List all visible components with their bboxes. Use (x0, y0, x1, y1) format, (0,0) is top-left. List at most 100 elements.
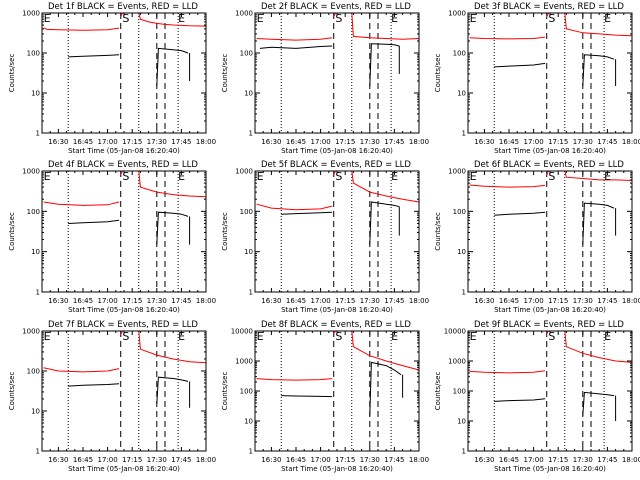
event-marker-label: E (178, 12, 185, 25)
y-tick-label: 100 (240, 208, 253, 216)
series-line (494, 398, 546, 402)
y-tick-label: 1 (36, 130, 40, 138)
x-tick-label: 17:45 (384, 138, 404, 146)
series-line (259, 45, 333, 49)
y-tick-label: 10 (457, 418, 466, 426)
y-tick-label: 100 (27, 368, 40, 376)
y-tick-label: 1000 (235, 358, 253, 366)
x-axis-label: Start Time (05-Jan-08 16:20:40) (494, 465, 606, 473)
x-tick-label: 17:45 (597, 456, 617, 464)
chart-panel: Det 6f BLACK = Events, RED = LLD Counts/s… (434, 160, 640, 314)
chart-title: Det 9f BLACK = Events, RED = LLD (474, 320, 624, 330)
event-marker-label: E (44, 12, 51, 25)
chart-panel: Det 9f BLACK = Events, RED = LLD Counts/s… (434, 320, 640, 473)
y-axis-label: Counts/sec (8, 372, 16, 411)
event-marker-label: S (122, 12, 129, 25)
event-marker-label: E (178, 170, 185, 183)
x-tick-label: 18:00 (409, 138, 429, 146)
plot-frame (254, 12, 420, 134)
chart-title: Det 7f BLACK = Events, RED = LLD (48, 320, 198, 330)
x-tick-label: 17:45 (384, 456, 404, 464)
x-tick-label: 17:30 (573, 297, 593, 305)
series-line (469, 36, 546, 40)
x-tick-label: 17:45 (597, 297, 617, 305)
y-tick-label: 1 (462, 289, 466, 297)
x-tick-label: 16:30 (48, 138, 68, 146)
x-tick-label: 17:15 (548, 297, 568, 305)
y-tick-label: 10 (244, 248, 253, 256)
y-tick-label: 100 (27, 50, 40, 58)
x-tick-label: 17:15 (548, 456, 568, 464)
chart-panel: Det 8f BLACK = Events, RED = LLD Counts/s… (221, 320, 429, 473)
x-tick-label: 17:45 (171, 456, 191, 464)
event-marker-label: S (335, 12, 342, 25)
x-tick-label: 17:15 (122, 456, 142, 464)
y-tick-label: 1 (249, 289, 253, 297)
y-tick-label: 1000 (22, 168, 40, 176)
x-tick-label: 17:30 (573, 138, 593, 146)
event-marker-label: E (391, 330, 398, 343)
event-marker-label: E (391, 12, 398, 25)
x-tick-label: 16:30 (474, 138, 494, 146)
series-line (369, 43, 400, 87)
x-tick-label: 17:00 (98, 456, 118, 464)
x-tick-label: 17:00 (311, 138, 331, 146)
event-marker-label: E (178, 330, 185, 343)
y-tick-label: 100 (240, 388, 253, 396)
x-tick-label: 18:00 (196, 456, 216, 464)
chart-panel: Det 2f BLACK = Events, RED = LLD Counts/s… (221, 2, 429, 155)
chart-title: Det 6f BLACK = Events, RED = LLD (474, 160, 624, 170)
plot-frame (41, 12, 207, 134)
x-tick-label: 17:45 (171, 138, 191, 146)
event-marker-label: E (44, 330, 51, 343)
series-line (156, 376, 189, 405)
series-line (43, 27, 120, 31)
x-tick-label: 16:45 (286, 138, 306, 146)
event-marker-label: E (470, 170, 477, 183)
x-axis-label: Start Time (05-Jan-08 16:20:40) (68, 306, 180, 314)
plot-frame (467, 170, 633, 293)
x-tick-label: 17:15 (548, 138, 568, 146)
chart-panel: Det 3f BLACK = Events, RED = LLD Counts/s… (434, 2, 640, 155)
x-tick-label: 17:45 (171, 297, 191, 305)
x-tick-label: 17:30 (573, 456, 593, 464)
x-tick-label: 17:30 (147, 297, 167, 305)
y-tick-label: 100 (453, 208, 466, 216)
x-tick-label: 17:00 (524, 456, 544, 464)
x-tick-label: 16:45 (286, 456, 306, 464)
y-tick-label: 1000 (22, 10, 40, 18)
x-tick-label: 16:45 (73, 138, 93, 146)
series-line (68, 219, 120, 224)
y-tick-label: 10 (31, 248, 40, 256)
series-line (281, 395, 333, 398)
series-line (564, 12, 633, 37)
y-tick-label: 1 (249, 130, 253, 138)
x-axis-label: Start Time (05-Jan-08 16:20:40) (68, 147, 180, 155)
x-tick-label: 16:30 (474, 297, 494, 305)
series-line (156, 47, 189, 87)
series-line (582, 202, 615, 245)
event-marker-label: E (257, 330, 264, 343)
event-marker-label: E (470, 12, 477, 25)
x-tick-label: 18:00 (409, 456, 429, 464)
chart-title: Det 5f BLACK = Events, RED = LLD (261, 160, 411, 170)
y-axis-label: Counts/sec (8, 54, 16, 93)
series-line (43, 367, 120, 373)
y-tick-label: 100 (27, 208, 40, 216)
y-tick-label: 1000 (448, 168, 466, 176)
series-line (582, 54, 615, 87)
x-tick-label: 16:30 (474, 456, 494, 464)
x-tick-label: 16:45 (499, 297, 519, 305)
x-axis-label: Start Time (05-Jan-08 16:20:40) (68, 465, 180, 473)
y-axis-label: Counts/sec (221, 54, 229, 93)
y-tick-label: 1000 (235, 168, 253, 176)
chart-panel: Det 5f BLACK = Events, RED = LLD Counts/s… (221, 160, 429, 314)
y-tick-label: 100 (453, 388, 466, 396)
x-tick-label: 17:30 (360, 456, 380, 464)
series-line (256, 37, 333, 41)
series-line (68, 383, 120, 387)
chart-title: Det 2f BLACK = Events, RED = LLD (261, 2, 411, 12)
x-tick-label: 17:30 (147, 138, 167, 146)
x-tick-label: 17:45 (597, 138, 617, 146)
plot-frame (41, 330, 207, 452)
